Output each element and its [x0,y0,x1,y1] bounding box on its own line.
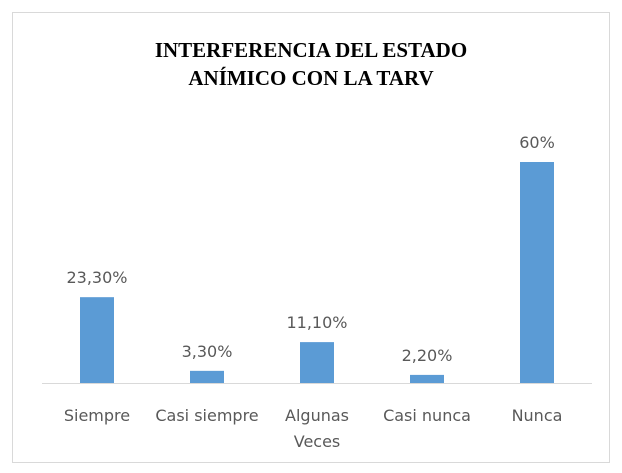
value-label: 60% [519,133,555,152]
x-tick-label: Algunas Veces [285,406,349,451]
bar [190,370,224,383]
x-tick-label: Casi nunca [383,406,471,425]
value-label: 11,10% [286,313,347,332]
bar [80,297,114,383]
chart-title: INTERFERENCIA DEL ESTADO ANÍMICO CON LA … [154,38,468,90]
x-tick-label: Nunca [511,406,563,425]
bar [410,374,444,383]
value-label: 3,30% [182,342,233,361]
bar [520,162,554,383]
x-tick-label: Casi siempre [155,406,259,425]
value-label: 23,30% [66,268,127,287]
bar [300,342,334,383]
chart-frame [12,12,610,463]
value-label: 2,20% [402,346,453,365]
x-tick-label: Siempre [63,406,131,425]
